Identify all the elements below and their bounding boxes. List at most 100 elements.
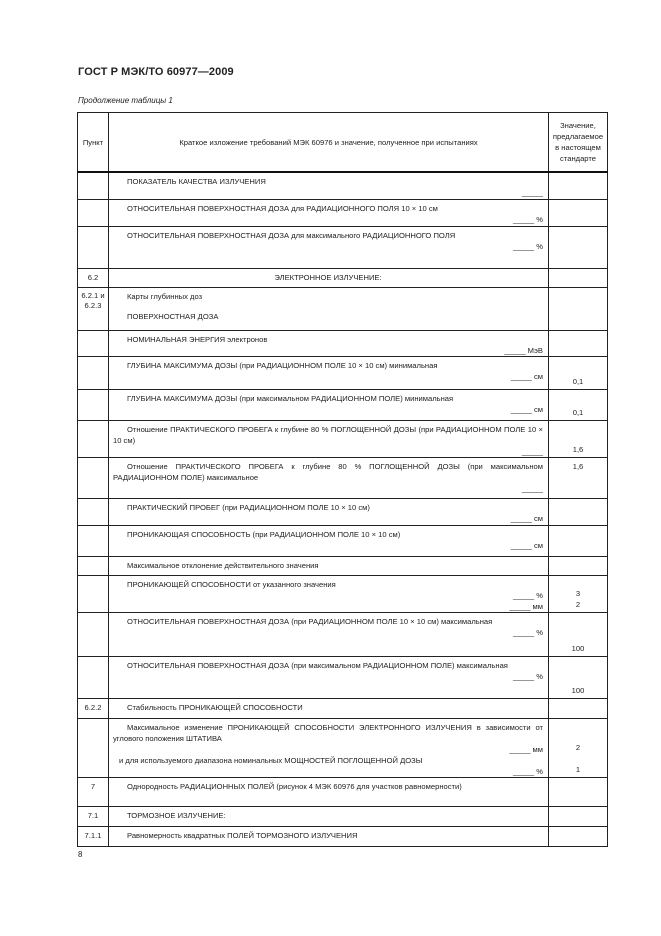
punkt-cell: 6.2 <box>77 267 109 288</box>
value-cell <box>548 225 608 269</box>
value-cell: 0,1 <box>548 388 608 421</box>
value-cell <box>548 171 608 200</box>
punkt-cell <box>77 456 109 499</box>
table-row: 6.2.2 Стабильность ПРОНИКАЮЩЕЙ СПОСОБНОСТ… <box>77 697 608 719</box>
proposed-value: 0,1 <box>572 376 584 386</box>
value-cell <box>548 524 608 557</box>
table-row: ПРАКТИЧЕСКИЙ ПРОБЕГ (при РАДИАЦИОННОМ ПО… <box>77 497 608 526</box>
punkt-cell <box>77 329 109 357</box>
value-cell <box>548 267 608 288</box>
requirement-cell: ОТНОСИТЕЛЬНАЯ ПОВЕРХНОСТНАЯ ДОЗА (при ма… <box>108 655 549 699</box>
answer-blank: _____ % <box>513 671 543 681</box>
answer-blank: _____ % <box>513 241 543 251</box>
requirement-cell: Стабильность ПРОНИКАЮЩЕЙ СПОСОБНОСТИ <box>108 697 549 719</box>
answer-blank: _____ мм <box>509 601 543 611</box>
column-header-value: Значение, предлагаемое в настоящем станд… <box>548 112 608 173</box>
value-cell: 1,6 <box>548 419 608 458</box>
answer-blank: _____ % <box>513 214 543 224</box>
requirement-text: ОТНОСИТЕЛЬНАЯ ПОВЕРХНОСТНАЯ ДОЗА (при РА… <box>127 616 493 626</box>
value-cell <box>548 555 608 576</box>
value-cell <box>548 329 608 357</box>
answer-blank: _____ <box>521 188 543 197</box>
punkt-cell <box>77 655 109 699</box>
requirement-text: Стабильность ПРОНИКАЮЩЕЙ СПОСОБНОСТИ <box>127 702 303 712</box>
requirement-cell: Равномерность квадратных ПОЛЕЙ ТОРМОЗНОГ… <box>108 825 549 847</box>
requirement-cell: ТОРМОЗНОЕ ИЗЛУЧЕНИЕ: <box>108 805 549 827</box>
proposed-value: 3 <box>575 588 581 598</box>
answer-blank: _____ см <box>510 513 543 523</box>
requirement-cell: ОТНОСИТЕЛЬНАЯ ПОВЕРХНОСТНАЯ ДОЗА (при РА… <box>108 611 549 657</box>
punkt-cell <box>77 555 109 576</box>
punkt-cell <box>77 198 109 227</box>
requirement-text: Максимальное изменение ПРОНИКАЮЩЕЙ СПОСО… <box>113 722 543 743</box>
table-row: ОТНОСИТЕЛЬНАЯ ПОВЕРХНОСТНАЯ ДОЗА для мак… <box>77 225 608 269</box>
requirement-text: Однородность РАДИАЦИОННЫХ ПОЛЕЙ (рисунок… <box>127 781 462 791</box>
requirement-cell: Максимальное изменение ПРОНИКАЮЩЕЙ СПОСО… <box>108 717 549 778</box>
answer-blank: _____ % <box>513 766 543 776</box>
table-row: Максимальное отклонение действительного … <box>77 555 608 576</box>
document-title: ГОСТ Р МЭК/ТО 60977—2009 <box>78 66 234 78</box>
value-cell: 1,6 <box>548 456 608 499</box>
value-cell <box>548 825 608 847</box>
column-header-punkt: Пункт <box>77 112 109 173</box>
requirement-cell: ПРАКТИЧЕСКИЙ ПРОБЕГ (при РАДИАЦИОННОМ ПО… <box>108 497 549 526</box>
requirement-text: Отношение ПРАКТИЧЕСКОГО ПРОБЕГА к глубин… <box>113 461 543 482</box>
requirement-text: Равномерность квадратных ПОЛЕЙ ТОРМОЗНОГ… <box>127 830 358 840</box>
requirement-text: НОМИНАЛЬНАЯ ЭНЕРГИЯ электронов <box>127 334 268 344</box>
requirements-table: Пункт Краткое изложение требований МЭК 6… <box>77 112 608 847</box>
proposed-value: 1,6 <box>572 444 584 454</box>
punkt-cell <box>77 171 109 200</box>
requirement-cell: ГЛУБИНА МАКСИМУМА ДОЗЫ (при РАДИАЦИОННОМ… <box>108 355 549 390</box>
punkt-cell <box>77 388 109 421</box>
requirement-text: ГЛУБИНА МАКСИМУМА ДОЗЫ (при РАДИАЦИОННОМ… <box>127 360 438 370</box>
requirement-cell: Отношение ПРАКТИЧЕСКОГО ПРОБЕГА к глубин… <box>108 456 549 499</box>
punkt-cell <box>77 611 109 657</box>
punkt-cell: 7.1.1 <box>77 825 109 847</box>
requirement-cell: ПРОНИКАЮЩЕЙ СПОСОБНОСТИ от указанного зн… <box>108 574 549 613</box>
value-cell <box>548 497 608 526</box>
table-row: ПОКАЗАТЕЛЬ КАЧЕСТВА ИЗЛУЧЕНИЯ _____ <box>77 171 608 200</box>
table-row: Отношение ПРАКТИЧЕСКОГО ПРОБЕГА к глубин… <box>77 456 608 499</box>
requirement-text: Карты глубинных доз <box>127 291 203 301</box>
punkt-cell <box>77 497 109 526</box>
requirement-text: ПРОНИКАЮЩЕЙ СПОСОБНОСТИ от указанного зн… <box>127 579 336 589</box>
table-row: ОТНОСИТЕЛЬНАЯ ПОВЕРХНОСТНАЯ ДОЗА (при РА… <box>77 611 608 657</box>
table-row: 6.2 ЭЛЕКТРОННОЕ ИЗЛУЧЕНИЕ: <box>77 267 608 288</box>
requirement-cell: Однородность РАДИАЦИОННЫХ ПОЛЕЙ (рисунок… <box>108 776 549 807</box>
value-cell <box>548 805 608 827</box>
punkt-cell <box>77 225 109 269</box>
value-cell <box>548 776 608 807</box>
value-cell <box>548 697 608 719</box>
table-row: ОТНОСИТЕЛЬНАЯ ПОВЕРХНОСТНАЯ ДОЗА для РАД… <box>77 198 608 227</box>
requirement-cell: Отношение ПРАКТИЧЕСКОГО ПРОБЕГА к глубин… <box>108 419 549 458</box>
page-number: 8 <box>78 850 83 859</box>
requirement-cell: ОТНОСИТЕЛЬНАЯ ПОВЕРХНОСТНАЯ ДОЗА для мак… <box>108 225 549 269</box>
value-cell: 100 <box>548 655 608 699</box>
punkt-cell <box>77 419 109 458</box>
table-row: 6.2.1 и 6.2.3 Карты глубинных доз ПОВЕРХНО… <box>77 286 608 331</box>
proposed-value: 100 <box>571 643 585 653</box>
table-row: ОТНОСИТЕЛЬНАЯ ПОВЕРХНОСТНАЯ ДОЗА (при ма… <box>77 655 608 699</box>
table-row: 7 Однородность РАДИАЦИОННЫХ ПОЛЕЙ (рисуно… <box>77 776 608 807</box>
answer-blank: _____ МэВ <box>504 345 543 355</box>
punkt-cell: 6.2.2 <box>77 697 109 719</box>
requirement-text: ПРОНИКАЮЩАЯ СПОСОБНОСТЬ (при РАДИАЦИОННО… <box>127 529 401 539</box>
answer-blank: _____ <box>521 483 543 493</box>
requirement-cell: ЭЛЕКТРОННОЕ ИЗЛУЧЕНИЕ: <box>108 267 549 288</box>
answer-blank: _____ см <box>510 371 543 381</box>
proposed-value: 100 <box>571 685 585 695</box>
requirement-text: ТОРМОЗНОЕ ИЗЛУЧЕНИЕ: <box>127 810 226 820</box>
column-header-requirements: Краткое изложение требований МЭК 60976 и… <box>108 112 549 173</box>
requirement-cell: Карты глубинных доз ПОВЕРХНОСТНАЯ ДОЗА <box>108 286 549 331</box>
value-cell: 0,1 <box>548 355 608 390</box>
table-row: ПРОНИКАЮЩАЯ СПОСОБНОСТЬ (при РАДИАЦИОННО… <box>77 524 608 557</box>
punkt-cell <box>77 717 109 778</box>
requirement-text: ГЛУБИНА МАКСИМУМА ДОЗЫ (при максимальном… <box>127 393 454 403</box>
requirement-text: ЭЛЕКТРОННОЕ ИЗЛУЧЕНИЕ: <box>274 272 382 282</box>
table-caption: Продолжение таблицы 1 <box>78 96 173 105</box>
requirement-text: ОТНОСИТЕЛЬНАЯ ПОВЕРХНОСТНАЯ ДОЗА (при ма… <box>127 660 508 670</box>
punkt-cell: 7.1 <box>77 805 109 827</box>
punkt-cell <box>77 355 109 390</box>
